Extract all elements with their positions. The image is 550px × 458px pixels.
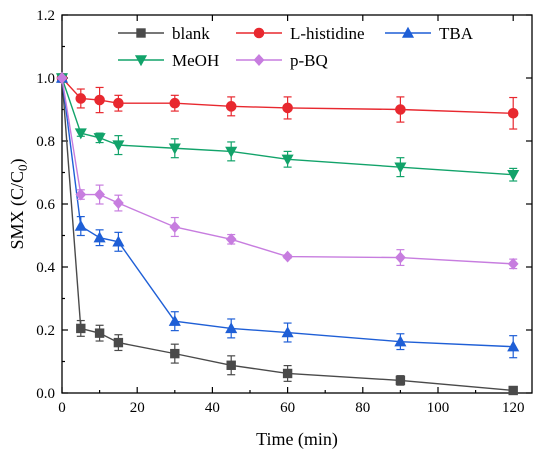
y-tick-label: 0.0 (36, 386, 55, 402)
data-point-triangle-down (112, 140, 125, 152)
data-point-circle (75, 93, 87, 104)
data-point-diamond (56, 72, 68, 84)
data-point-triangle-down (168, 143, 181, 155)
data-point-diamond (113, 197, 124, 210)
data-point-triangle (168, 314, 181, 326)
data-point-triangle (93, 231, 106, 243)
data-point-circle (169, 97, 181, 109)
data-point-square (226, 360, 236, 370)
y-axis-title-main: SMX (C/C (7, 171, 28, 250)
y-tick-label: 1.0 (36, 71, 55, 87)
series-L-histidine (56, 72, 519, 130)
legend-item-p-BQ: p-BQ (236, 51, 328, 70)
x-axis: 0 20 40 60 80 100 120 (58, 15, 524, 416)
plot-frame (61, 14, 533, 394)
data-point-triangle-down (225, 146, 238, 158)
data-point-triangle-down (507, 170, 520, 181)
y-axis: 0.0 0.2 0.4 0.6 0.8 1.0 1.2 (36, 8, 532, 402)
y-axis-title: SMX (C/C0) (7, 158, 30, 249)
data-point-square (508, 385, 518, 396)
legend: blank L-histidine TBA MeOH p-BQ (118, 24, 474, 70)
y-axis-title-sub: 0 (15, 164, 30, 171)
data-point-triangle (281, 326, 294, 338)
legend-label: TBA (439, 24, 474, 43)
data-point-triangle-down (134, 55, 148, 67)
data-point-diamond (225, 233, 237, 246)
legend-item-blank: blank (118, 24, 210, 43)
x-axis-title: Time (min) (256, 429, 338, 450)
data-point-square (282, 368, 293, 379)
series-blank (57, 73, 518, 396)
data-point-triangle-down (281, 154, 294, 166)
y-tick-label: 0.2 (36, 323, 55, 339)
legend-label: p-BQ (290, 51, 328, 70)
data-point-diamond (169, 221, 181, 233)
data-point-circle (94, 94, 105, 106)
data-point-diamond (253, 54, 265, 66)
x-tick-label: 120 (502, 400, 525, 416)
x-tick-label: 60 (280, 400, 295, 416)
data-point-triangle (225, 322, 238, 334)
data-point-square (170, 348, 180, 359)
data-point-square (94, 328, 105, 338)
y-tick-label: 0.8 (36, 134, 55, 150)
legend-label: MeOH (172, 51, 219, 70)
data-point-triangle (401, 26, 415, 38)
x-tick-label: 20 (130, 400, 145, 416)
data-point-diamond (507, 257, 519, 270)
data-point-circle (113, 97, 124, 109)
data-point-circle (225, 101, 237, 112)
legend-item-TBA: TBA (385, 24, 474, 43)
x-tick-label: 80 (355, 400, 370, 416)
data-point-triangle-down (93, 133, 106, 145)
data-point-triangle (394, 335, 407, 347)
data-point-square (76, 323, 86, 334)
data-point-circle (253, 27, 265, 39)
data-point-triangle (74, 219, 87, 231)
data-point-diamond (94, 188, 105, 201)
y-tick-label: 0.6 (36, 197, 55, 213)
data-point-circle (507, 107, 519, 119)
data-point-diamond (282, 250, 293, 263)
data-point-square (113, 337, 124, 348)
plot-area (61, 14, 533, 394)
data-point-square (395, 375, 406, 386)
x-tick-label: 100 (427, 400, 450, 416)
data-point-square (136, 28, 146, 38)
legend-item-L-histidine: L-histidine (236, 24, 365, 43)
y-tick-label: 0.4 (36, 260, 55, 276)
data-point-triangle (112, 235, 125, 247)
series-layer (55, 71, 520, 396)
y-axis-title-close: ) (7, 158, 28, 164)
x-tick-label: 40 (205, 400, 220, 416)
data-point-triangle-down (74, 128, 87, 140)
series-TBA (55, 71, 520, 359)
data-point-diamond (75, 188, 87, 201)
data-point-circle (282, 102, 293, 114)
data-point-triangle (507, 340, 520, 352)
data-point-diamond (395, 251, 406, 264)
legend-label: L-histidine (290, 24, 365, 43)
x-tick-label: 0 (58, 400, 66, 416)
legend-label: blank (172, 24, 210, 43)
data-point-circle (395, 104, 406, 115)
series-MeOH (55, 73, 520, 182)
legend-item-MeOH: MeOH (118, 51, 219, 70)
series-p-BQ (56, 72, 519, 270)
data-point-triangle-down (394, 162, 407, 174)
y-tick-label: 1.2 (36, 8, 55, 24)
